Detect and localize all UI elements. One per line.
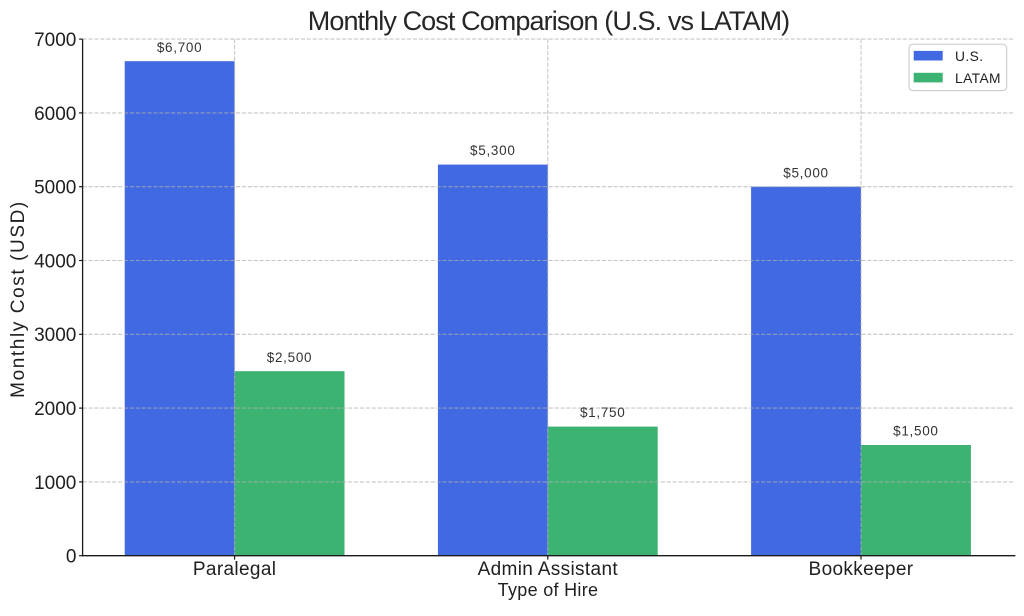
svg-text:$2,500: $2,500	[267, 350, 313, 365]
svg-text:3000: 3000	[34, 325, 76, 346]
svg-text:0: 0	[66, 547, 77, 568]
svg-text:U.S.: U.S.	[955, 49, 983, 64]
svg-text:$1,500: $1,500	[893, 424, 939, 439]
svg-text:4000: 4000	[34, 251, 76, 272]
svg-text:Monthly Cost (USD): Monthly Cost (USD)	[8, 200, 29, 398]
svg-text:Paralegal: Paralegal	[193, 559, 276, 580]
svg-text:$6,700: $6,700	[157, 40, 203, 55]
svg-text:$5,000: $5,000	[783, 165, 829, 180]
svg-text:LATAM: LATAM	[955, 71, 1001, 86]
svg-text:Type of Hire: Type of Hire	[498, 580, 599, 600]
svg-text:Monthly Cost Comparison (U.S.: Monthly Cost Comparison (U.S. vs LATAM)	[308, 6, 790, 36]
svg-text:Admin Assistant: Admin Assistant	[478, 559, 619, 580]
svg-text:$5,300: $5,300	[470, 143, 516, 158]
svg-text:7000: 7000	[34, 30, 76, 51]
svg-text:5000: 5000	[34, 178, 76, 199]
svg-text:2000: 2000	[34, 399, 76, 420]
svg-text:6000: 6000	[34, 104, 76, 125]
svg-text:$1,750: $1,750	[580, 405, 626, 420]
svg-text:Bookkeeper: Bookkeeper	[809, 559, 914, 580]
svg-text:1000: 1000	[34, 473, 76, 494]
